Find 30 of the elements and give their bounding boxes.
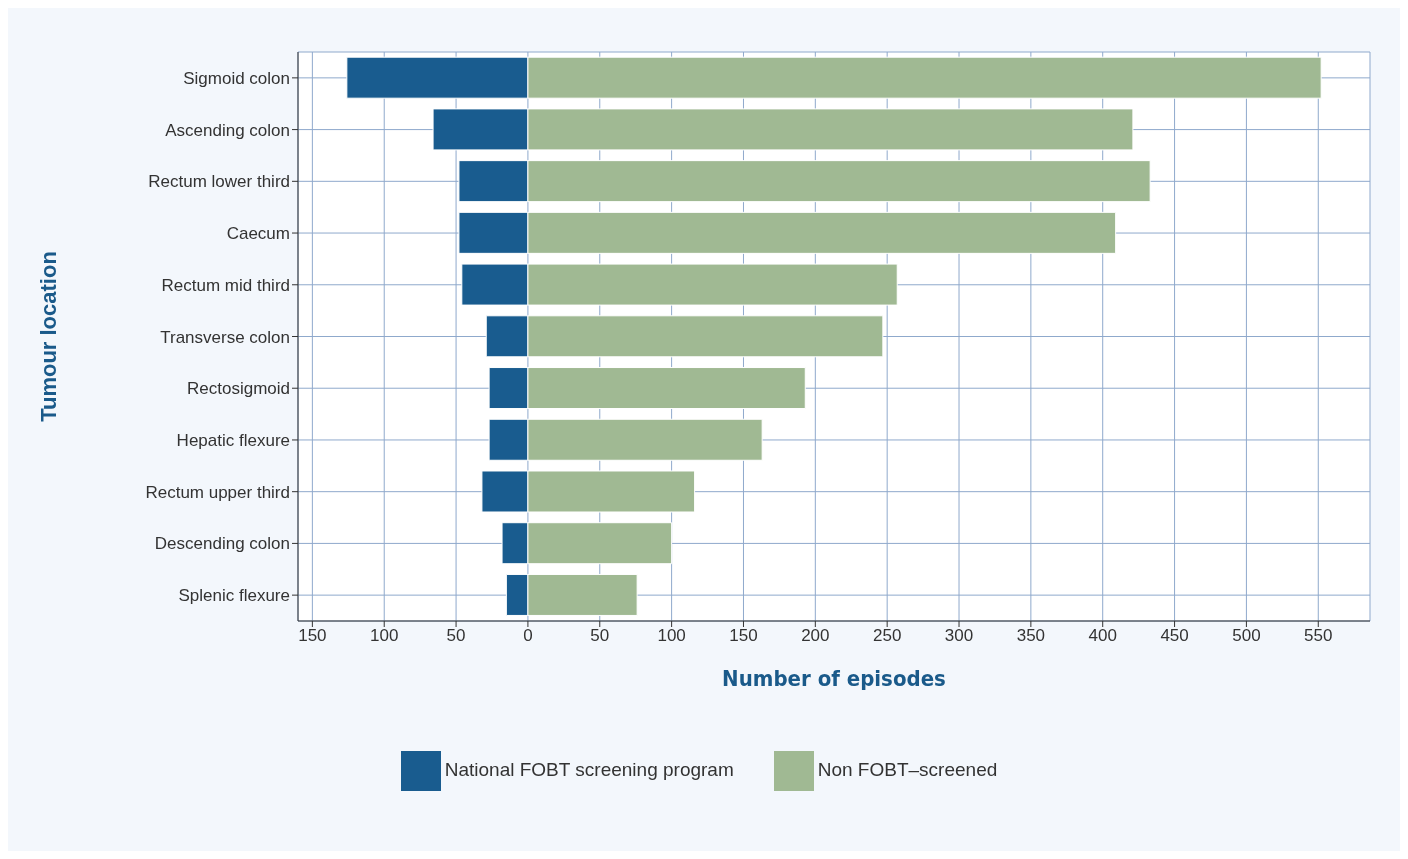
legend-label: Non FOBT–screened (817, 759, 998, 781)
x-tick-label: 300 (944, 626, 974, 646)
x-axis-title: Number of episodes (722, 666, 946, 691)
y-tick-label: Ascending colon (165, 120, 290, 140)
x-tick-label: 200 (801, 626, 830, 646)
x-tick-label: 150 (298, 626, 327, 646)
x-tick-label: 50 (590, 626, 610, 646)
y-tick-label: Rectosigmoid (187, 379, 290, 399)
y-axis-title: Tumour location (35, 251, 61, 422)
x-tick-label: 100 (657, 626, 686, 646)
y-tick-label: Rectum mid third (161, 275, 290, 295)
legend-label: National FOBT screening program (444, 759, 734, 781)
x-tick-label: 350 (1016, 626, 1046, 646)
x-tick-label: 550 (1304, 626, 1333, 646)
x-tick-label: 400 (1088, 626, 1117, 646)
y-tick-label: Caecum (226, 224, 290, 244)
y-tick-label: Splenic flexure (178, 586, 290, 606)
x-tick-label: 0 (523, 626, 533, 646)
x-tick-label: 150 (729, 626, 758, 646)
x-tick-label: 500 (1232, 626, 1261, 646)
y-tick-label: Sigmoid colon (183, 68, 290, 88)
y-tick-label: Transverse colon (160, 327, 290, 347)
y-tick-label: Rectum lower third (148, 172, 290, 192)
y-tick-label: Descending colon (154, 534, 290, 554)
x-tick-label: 450 (1160, 626, 1189, 646)
y-tick-label: Hepatic flexure (176, 430, 290, 450)
x-tick-label: 50 (446, 626, 466, 646)
y-tick-label: Rectum upper third (145, 482, 290, 502)
x-tick-label: 250 (872, 626, 902, 646)
x-tick-label: 100 (370, 626, 399, 646)
